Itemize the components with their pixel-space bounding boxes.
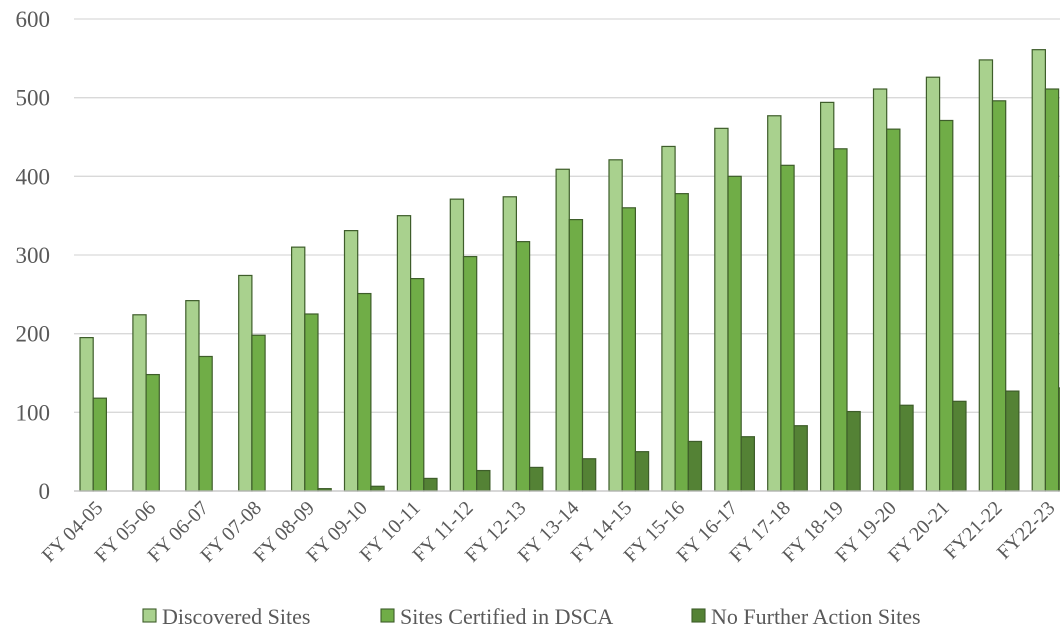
bar-discovered-sites-7: [449, 198, 465, 492]
bar-no-further-action-sites-11: [687, 440, 703, 492]
bars: [79, 49, 1060, 492]
y-tick-label: 300: [16, 243, 51, 268]
bar-discovered-sites-5: [343, 230, 359, 492]
bar-sites-certified-in-dsca-7: [462, 255, 478, 492]
y-axis-ticks: 0 100 200 300 400 500 600: [16, 7, 51, 504]
bar-sites-certified-in-dsca-3: [251, 334, 266, 492]
bar-discovered-sites-12: [714, 127, 729, 492]
bar-no-further-action-sites-5: [370, 485, 385, 492]
y-tick-label: 400: [16, 164, 51, 189]
bar-no-further-action-sites-7: [476, 469, 491, 492]
legend-item: Discovered Sites: [142, 604, 310, 629]
legend-label: Sites Certified in DSCA: [400, 604, 613, 629]
bar-discovered-sites-6: [396, 215, 412, 492]
bar-sites-certified-in-dsca-9: [568, 219, 584, 492]
bar-no-further-action-sites-16: [952, 400, 967, 492]
legend-swatch: [142, 608, 157, 623]
bar-sites-certified-in-dsca-1: [145, 373, 160, 492]
bar-discovered-sites-16: [925, 76, 941, 492]
bar-discovered-sites-3: [238, 274, 253, 492]
legend-label: Discovered Sites: [162, 604, 310, 629]
bar-no-further-action-sites-15: [899, 404, 914, 492]
bar-discovered-sites-2: [185, 300, 200, 492]
bar-sites-certified-in-dsca-11: [674, 193, 689, 492]
y-tick-label: 200: [16, 322, 51, 347]
y-tick-label: 500: [16, 86, 51, 111]
bar-no-further-action-sites-17: [1005, 390, 1020, 492]
bar-discovered-sites-14: [819, 101, 835, 492]
bar-discovered-sites-8: [502, 196, 518, 492]
bar-sites-certified-in-dsca-8: [515, 241, 531, 492]
bar-discovered-sites-1: [132, 314, 147, 492]
legend-label: No Further Action Sites: [711, 604, 921, 629]
bar-sites-certified-in-dsca-14: [833, 148, 848, 492]
bar-discovered-sites-17: [978, 59, 994, 492]
bar-sites-certified-in-dsca-6: [410, 278, 425, 492]
x-tick-label: FY21-22: [940, 497, 1007, 564]
x-tick-label: FY22-23: [993, 497, 1060, 564]
bar-no-further-action-sites-9: [581, 458, 597, 492]
bar-sites-certified-in-dsca-13: [780, 164, 795, 492]
bar-discovered-sites-9: [555, 168, 570, 492]
bar-no-further-action-sites-13: [793, 425, 808, 492]
bar-sites-certified-in-dsca-18: [1044, 88, 1060, 492]
bar-discovered-sites-4: [291, 246, 306, 492]
legend: Discovered Sites Sites Certified in DSCA N…: [142, 604, 921, 629]
legend-swatch: [691, 608, 706, 623]
bar-sites-certified-in-dsca-15: [886, 128, 901, 492]
legend-swatch: [380, 608, 395, 623]
bar-no-further-action-sites-8: [528, 466, 544, 492]
bar-sites-certified-in-dsca-17: [991, 100, 1007, 492]
bar-no-further-action-sites-12: [740, 436, 756, 492]
y-tick-label: 600: [16, 7, 51, 32]
legend-item: No Further Action Sites: [691, 604, 921, 629]
bar-discovered-sites-13: [767, 115, 782, 492]
bar-no-further-action-sites-18: [1057, 387, 1060, 492]
bar-no-further-action-sites-10: [634, 451, 650, 492]
y-tick-label: 100: [16, 400, 51, 425]
bar-discovered-sites-0: [79, 337, 94, 492]
bar-discovered-sites-15: [872, 88, 888, 492]
y-tick-label: 0: [39, 479, 51, 504]
bar-sites-certified-in-dsca-4: [304, 313, 319, 492]
bar-no-further-action-sites-6: [423, 477, 438, 492]
bar-sites-certified-in-dsca-16: [938, 119, 954, 492]
legend-item: Sites Certified in DSCA: [380, 604, 613, 629]
bar-sites-certified-in-dsca-12: [727, 175, 742, 492]
bar-discovered-sites-11: [661, 145, 676, 492]
bar-sites-certified-in-dsca-2: [198, 355, 213, 492]
bar-no-further-action-sites-14: [846, 410, 861, 492]
bar-discovered-sites-10: [608, 159, 623, 492]
bar-sites-certified-in-dsca-0: [92, 397, 107, 492]
bar-sites-certified-in-dsca-10: [621, 207, 637, 492]
bar-discovered-sites-18: [1031, 49, 1046, 492]
bar-sites-certified-in-dsca-5: [357, 292, 372, 492]
